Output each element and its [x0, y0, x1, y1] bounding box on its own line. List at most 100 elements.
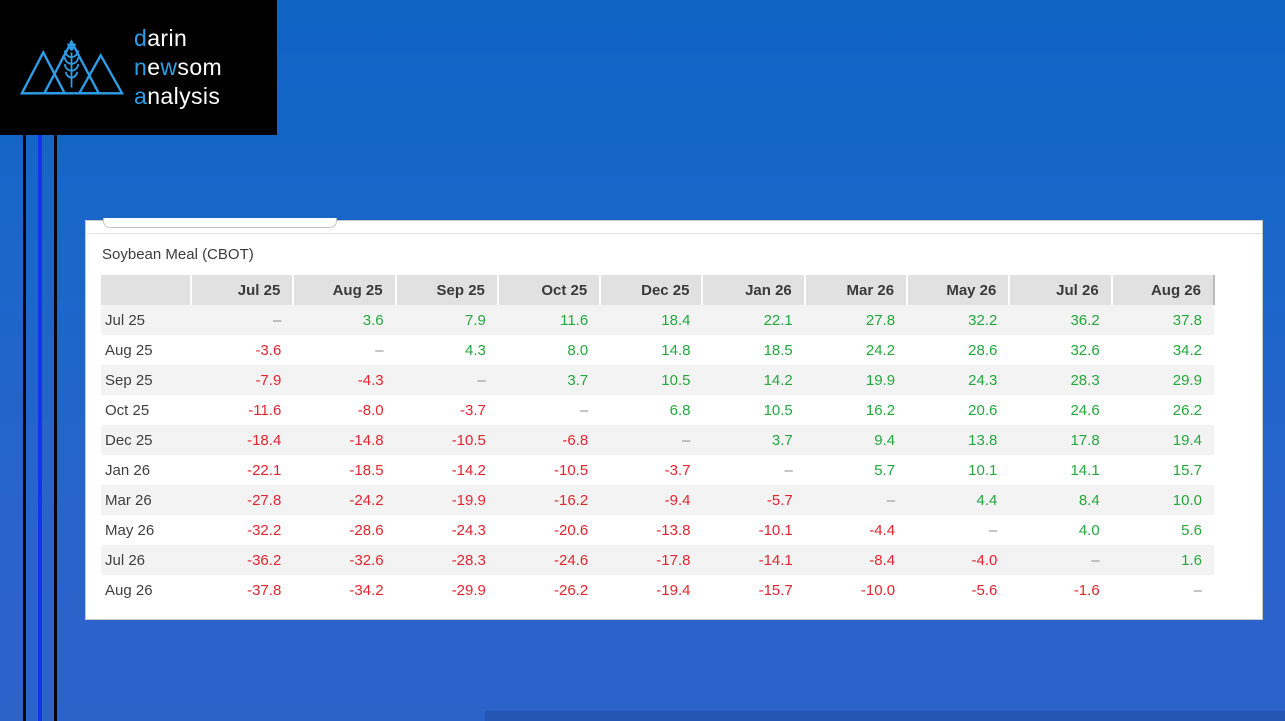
spread-cell: 17.8	[1070, 431, 1100, 449]
spread-cell: –	[886, 491, 896, 509]
spread-cell: -10.0	[860, 581, 896, 599]
table-row: Sep 25 -7.9 -4.3 – 3.7 10.5 14.2 19.9 24.3 28.3 29…	[101, 365, 1214, 395]
right-mountain	[77, 52, 125, 94]
row-header: Jul 25	[105, 311, 146, 329]
spread-cell: -28.3	[451, 551, 486, 569]
spread-cell: 34.2	[1172, 341, 1202, 359]
column-header: Oct 25	[496, 275, 601, 305]
spread-cell: -10.5	[553, 461, 589, 479]
column-header: Aug 25	[292, 275, 396, 305]
left-mountain	[19, 49, 67, 94]
spread-cell: 28.6	[968, 341, 998, 359]
left-black-line-2	[54, 135, 57, 721]
wheat-icon	[63, 42, 80, 87]
spread-cell: –	[579, 401, 589, 419]
spread-cell: 3.6	[362, 311, 384, 329]
spread-cell: 32.2	[968, 311, 998, 329]
spread-cell: -6.8	[562, 431, 589, 449]
spread-cell: -10.5	[451, 431, 486, 449]
spread-cell: 3.7	[567, 371, 589, 389]
spread-cell: -22.1	[247, 461, 282, 479]
spread-cell: -34.2	[349, 581, 384, 599]
spread-cell: 24.2	[865, 341, 896, 359]
spread-cell: -10.1	[758, 521, 793, 539]
table-row: Oct 25 -11.6 -8.0 -3.7 – 6.8 10.5 16.2 20.6 24.6 2…	[101, 395, 1214, 425]
column-header: May 26	[906, 275, 1010, 305]
spread-cell: –	[784, 461, 793, 479]
spread-cell: 19.9	[865, 371, 896, 389]
spread-cell: 32.6	[1070, 341, 1100, 359]
table-row: Dec 25 -18.4 -14.8 -10.5 -6.8 – 3.7 9.4 13.8 17.8…	[101, 425, 1214, 455]
spread-cell: -15.7	[758, 581, 793, 599]
spread-cell: 28.3	[1070, 371, 1100, 389]
spread-cell: 10.0	[1172, 491, 1202, 509]
spread-cell: -8.4	[869, 551, 896, 569]
spread-cell: 8.4	[1078, 491, 1100, 509]
spread-cell: –	[682, 431, 691, 449]
spread-cell: 4.4	[976, 491, 998, 509]
spread-cell: 15.7	[1172, 461, 1202, 479]
spread-cell: 18.4	[661, 311, 691, 329]
left-black-line-1	[23, 135, 26, 721]
futures-spread-table: Jul 25 Aug 25 Sep 25 Oct 25 Dec 25 Jan 26 Mar …	[101, 275, 1215, 605]
spread-cell: -28.6	[349, 521, 384, 539]
row-header: Aug 25	[105, 341, 153, 359]
spread-cell: -37.8	[247, 581, 282, 599]
spread-cell: -19.9	[451, 491, 486, 509]
left-bright-blue-line	[38, 135, 42, 721]
row-header: Sep 25	[105, 371, 153, 389]
mountains-wheat-icon	[19, 38, 125, 94]
spread-cell: -20.6	[553, 521, 589, 539]
spread-cell: -14.1	[758, 551, 793, 569]
spread-cell: 18.5	[763, 341, 793, 359]
column-header: Aug 26	[1110, 275, 1215, 305]
corner-cell	[101, 275, 191, 305]
spread-cell: -9.4	[664, 491, 691, 509]
row-header: Jul 26	[105, 551, 146, 569]
spread-cell: -18.4	[247, 431, 282, 449]
table-row: Jul 26 -36.2 -32.6 -28.3 -24.6 -17.8 -14.1 -8.4…	[101, 545, 1214, 575]
spread-cell: -1.6	[1073, 581, 1100, 599]
row-header: Dec 25	[105, 431, 153, 449]
bottom-dark-bar	[485, 711, 1285, 721]
spread-cell: -7.9	[255, 371, 282, 389]
spread-cell: 16.2	[865, 401, 896, 419]
spread-cell: –	[477, 371, 486, 389]
spread-cell: -18.5	[349, 461, 384, 479]
spread-cell: –	[272, 311, 282, 329]
spread-cell: 37.8	[1172, 311, 1202, 329]
spread-cell: -14.2	[451, 461, 486, 479]
spread-cell: 22.1	[763, 311, 793, 329]
clipped-dropdown-control[interactable]	[103, 218, 337, 228]
spread-matrix-card: Soybean Meal (CBOT) Jul 25 Aug 25 Sep 25 Oc…	[85, 218, 1263, 620]
card-top-strip	[86, 218, 1262, 234]
dna-logo: darin newsom analysis	[0, 0, 277, 135]
column-header: Dec 25	[599, 275, 703, 305]
column-header: Jan 26	[701, 275, 805, 305]
spread-cell: 19.4	[1172, 431, 1202, 449]
spread-cell: 11.6	[560, 311, 589, 329]
spread-cell: 7.9	[465, 311, 486, 329]
column-header: Jul 25	[189, 275, 294, 305]
row-header: May 26	[105, 521, 155, 539]
middle-mountain	[42, 38, 101, 94]
spread-cell: -5.6	[971, 581, 998, 599]
table-row: Jul 25 – 3.6 7.9 11.6 18.4 22.1 27.8 32.2 36.2 37.…	[101, 305, 1214, 335]
spread-cell: -3.7	[460, 401, 486, 419]
spread-cell: -24.6	[553, 551, 589, 569]
spread-cell: –	[375, 341, 384, 359]
spread-cell: -16.2	[553, 491, 589, 509]
spread-cell: 14.1	[1070, 461, 1100, 479]
spread-cell: 36.2	[1070, 311, 1100, 329]
spread-cell: 6.8	[669, 401, 691, 419]
spread-cell: 14.8	[661, 341, 691, 359]
spread-cell: 5.7	[874, 461, 896, 479]
spread-cell: -4.0	[971, 551, 998, 569]
row-header: Oct 25	[105, 401, 150, 419]
brand-line: newsom	[134, 54, 223, 80]
row-header: Aug 26	[105, 581, 153, 599]
spread-cell: -24.3	[451, 521, 486, 539]
spread-cell: -3.7	[664, 461, 691, 479]
spread-cell: -24.2	[349, 491, 384, 509]
spread-cell: –	[1193, 581, 1202, 599]
